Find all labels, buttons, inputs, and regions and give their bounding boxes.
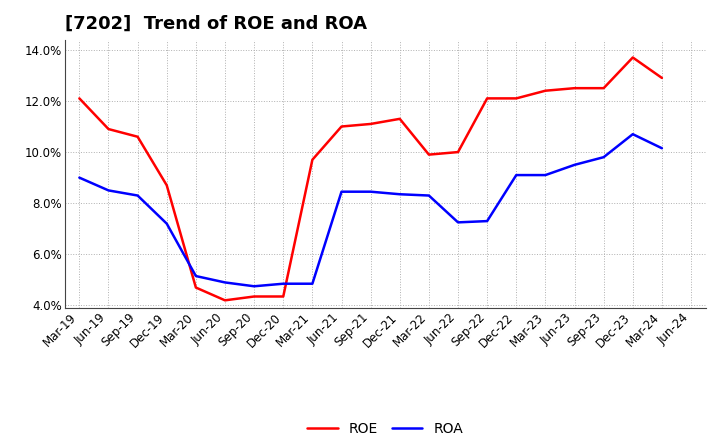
ROE [133, 134, 142, 139]
ROE [250, 294, 258, 299]
ROA [570, 162, 579, 168]
ROA [512, 172, 521, 178]
ROA [75, 175, 84, 180]
ROE [104, 126, 113, 132]
ROA [250, 284, 258, 289]
ROE [308, 157, 317, 162]
Line: ROE: ROE [79, 58, 662, 301]
ROA [220, 280, 229, 285]
Legend: ROE, ROA: ROE, ROA [302, 417, 469, 440]
ROA [163, 221, 171, 226]
ROE [512, 96, 521, 101]
ROA [425, 193, 433, 198]
ROE [541, 88, 550, 93]
ROE [192, 285, 200, 290]
ROA [483, 218, 492, 224]
ROA [104, 188, 113, 193]
ROE [454, 150, 462, 155]
ROA [279, 281, 287, 286]
ROA [454, 220, 462, 225]
ROA [192, 273, 200, 279]
ROA [541, 172, 550, 178]
ROE [366, 121, 375, 127]
ROA [599, 154, 608, 160]
ROE [220, 298, 229, 303]
ROA [337, 189, 346, 194]
ROE [599, 85, 608, 91]
ROE [395, 116, 404, 121]
ROA [657, 146, 666, 151]
ROE [483, 96, 492, 101]
Text: [7202]  Trend of ROE and ROA: [7202] Trend of ROE and ROA [65, 15, 366, 33]
ROE [75, 96, 84, 101]
ROA [629, 132, 637, 137]
ROE [337, 124, 346, 129]
ROE [163, 183, 171, 188]
ROA [395, 191, 404, 197]
ROE [629, 55, 637, 60]
ROE [279, 294, 287, 299]
ROE [570, 85, 579, 91]
ROA [308, 281, 317, 286]
ROE [657, 75, 666, 81]
ROA [366, 189, 375, 194]
ROA [133, 193, 142, 198]
ROE [425, 152, 433, 157]
Line: ROA: ROA [79, 134, 662, 286]
